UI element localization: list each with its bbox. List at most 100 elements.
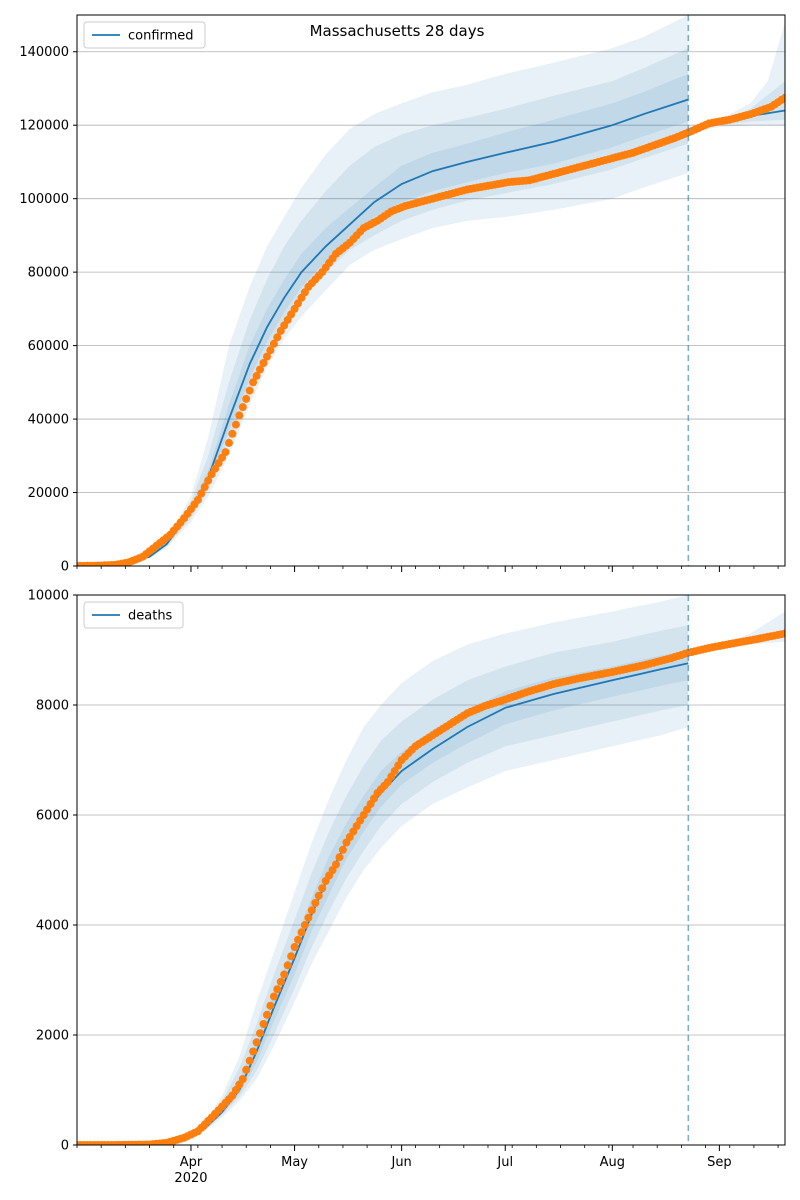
y-tick-label: 140000: [19, 45, 69, 60]
y-tick-label: 0: [61, 1139, 69, 1154]
y-tick-label: 4000: [36, 919, 69, 934]
observed-point: [273, 985, 282, 994]
observed-point: [245, 1056, 254, 1065]
legend-box: [83, 21, 206, 49]
x-tick-sublabel: 2020: [174, 1171, 207, 1186]
observed-point: [204, 476, 213, 485]
band-middle: [166, 625, 689, 1143]
legend: confirmed: [83, 21, 206, 49]
observed-point: [259, 359, 268, 367]
observed-point: [221, 448, 230, 457]
observed-point: [249, 1047, 258, 1056]
band-inner: [115, 73, 689, 566]
band-inner: [166, 650, 689, 1142]
observed-point: [318, 884, 327, 893]
observed-point: [197, 489, 206, 498]
y-tick-label: 2000: [36, 1029, 69, 1044]
axes-frame: [76, 14, 786, 567]
y-tick-label: 8000: [36, 699, 69, 714]
x-tick-label: Jul: [496, 1155, 513, 1170]
figure-title: Massachusetts 28 days: [310, 22, 485, 40]
x-tick-label: May: [281, 1155, 308, 1170]
observed-points: [77, 629, 785, 1145]
observed-point: [266, 1001, 275, 1010]
y-tick-label: 100000: [19, 192, 69, 207]
x-tick-label: Aug: [600, 1155, 625, 1170]
observed-point: [235, 411, 244, 420]
x-tick-label: Apr: [180, 1155, 203, 1170]
y-axis: 0 20000 40000 60000 80000 100000 120000 140000: [19, 45, 77, 575]
band-inner-post: [688, 81, 785, 133]
legend-label: confirmed: [128, 29, 194, 44]
observed-point: [280, 970, 289, 979]
observed-point: [276, 977, 285, 986]
observed-point: [263, 1010, 271, 1019]
observed-point: [338, 845, 347, 854]
x-axis: [76, 566, 779, 572]
y-tick-label: 10000: [28, 589, 69, 604]
observed-point: [332, 860, 340, 869]
y-tick-label: 0: [61, 560, 69, 575]
observed-point: [273, 333, 282, 342]
observed-point: [193, 495, 202, 504]
observed-point: [269, 992, 278, 1001]
observed-point: [228, 429, 237, 438]
x-tick-label: Sep: [707, 1155, 732, 1170]
y-tick-label: 20000: [28, 486, 69, 501]
legend: deaths: [83, 601, 184, 629]
axes-frame: [76, 594, 786, 1146]
observed-point: [238, 1075, 247, 1083]
observed-point: [335, 853, 344, 862]
y-axis: 0 2000 4000 6000 8000 10000: [28, 589, 77, 1154]
band-outer: [115, 15, 689, 566]
y-tick-label: 40000: [28, 413, 69, 428]
observed-point: [297, 928, 306, 937]
observed-points: [77, 93, 785, 566]
observed-point: [231, 420, 240, 429]
observed-point: [245, 386, 254, 395]
y-tick-label: 120000: [19, 119, 69, 134]
legend-box: [83, 601, 184, 629]
y-tick-label: 80000: [28, 266, 69, 281]
observed-point: [294, 935, 302, 944]
observed-point: [242, 394, 251, 403]
observed-point: [256, 1029, 264, 1038]
observed-point: [252, 1038, 261, 1047]
x-tick-label: Jun: [390, 1155, 411, 1170]
observed-point: [300, 921, 309, 929]
band-outer-post: [688, 22, 785, 133]
observed-point: [259, 1020, 268, 1028]
observed-point: [252, 371, 261, 380]
observed-point: [269, 339, 278, 348]
observed-point: [307, 906, 316, 915]
observed-point: [287, 952, 296, 961]
y-tick-label: 60000: [28, 339, 69, 354]
observed-point: [304, 913, 313, 922]
observed-point: [283, 961, 292, 970]
observed-point: [249, 378, 258, 387]
observed-point: [238, 403, 247, 412]
confirmed-panel: 0 20000 40000 60000 80000 100000 120000 140000 c…: [19, 14, 786, 575]
y-tick-label: 6000: [36, 809, 69, 824]
gridlines: [77, 51, 785, 493]
observed-point: [200, 483, 209, 491]
observed-point: [256, 365, 264, 374]
band-outer-post: [688, 611, 785, 653]
observed-point: [290, 943, 299, 951]
observed-point: [781, 629, 785, 638]
plot-area: [77, 595, 785, 1145]
observed-point: [242, 1065, 251, 1074]
observed-point: [781, 93, 785, 102]
observed-point: [263, 352, 271, 361]
observed-point: [314, 891, 323, 900]
observed-point: [266, 346, 275, 355]
gridlines: [77, 704, 785, 1036]
legend-label: deaths: [128, 609, 173, 624]
band-outer: [166, 595, 689, 1143]
plot-area: [77, 15, 785, 566]
observed-point: [225, 438, 233, 447]
